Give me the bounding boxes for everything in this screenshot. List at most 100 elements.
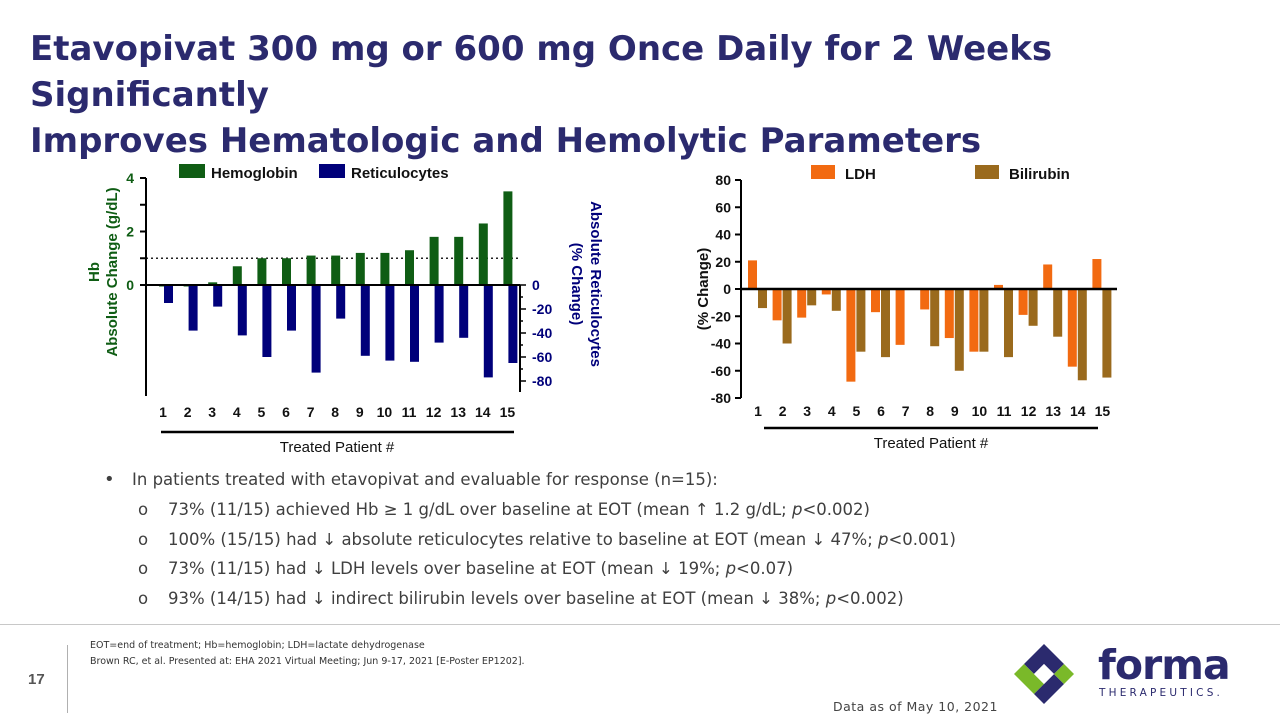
right-y-axis-tick-label: -80 — [711, 390, 731, 406]
ldh-bar — [895, 289, 905, 345]
hemoglobin-bar — [257, 258, 267, 285]
hemoglobin-bar — [429, 236, 439, 285]
slide-title: Etavopivat 300 mg or 600 mg Once Daily f… — [30, 26, 1260, 164]
retic-axis-tick-label: -40 — [532, 325, 552, 341]
right-x-tick-label: 6 — [877, 403, 885, 419]
reticulocytes-bar — [311, 285, 321, 373]
right-x-tick-label: 3 — [803, 403, 811, 419]
footnote-abbreviations: EOT=end of treatment; Hb=hemoglobin; LDH… — [90, 640, 425, 651]
slide-title-line2: Improves Hematologic and Hemolytic Param… — [30, 121, 982, 161]
left-x-tick-label: 13 — [450, 404, 466, 420]
bilirubin-bar — [930, 289, 940, 347]
right-y-axis-tick-label: 40 — [715, 227, 731, 243]
hemoglobin-bar — [331, 255, 341, 285]
ldh-bilirubin-chart: LDH Bilirubin 1 2 3 4 5 6 7 8 9 10 11 12 13 14 1580604… — [695, 165, 1117, 452]
retic-axis-tick-label: -20 — [532, 301, 552, 317]
ldh-bar — [772, 289, 782, 321]
bilirubin-bar — [1028, 289, 1038, 326]
left-x-tick-label: 14 — [475, 404, 491, 420]
right-y-axis-tick-label: 80 — [715, 172, 731, 188]
right-x-tick-label: 4 — [828, 403, 836, 419]
bilirubin-bar — [831, 289, 841, 311]
right-x-axis-label: Treated Patient # — [874, 435, 989, 452]
hemoglobin-bar — [454, 236, 464, 285]
bilirubin-bar — [979, 289, 989, 352]
bilirubin-bar — [1004, 289, 1013, 358]
retic-axis-tick-label: 0 — [532, 277, 540, 293]
reticulocytes-bar — [434, 285, 444, 343]
legend-bilirubin-swatch — [975, 165, 999, 179]
right-y-axis-tick-label: -60 — [711, 363, 731, 379]
right-y-axis-label: (% Change) — [695, 248, 712, 331]
left-x-tick-label: 5 — [258, 404, 266, 420]
reticulocytes-bar — [262, 285, 272, 357]
forma-logo-icon — [1014, 644, 1074, 704]
right-x-tick-label: 10 — [972, 403, 988, 419]
retic-axis-tick-label: -80 — [532, 373, 552, 389]
slide-title-line1: Etavopivat 300 mg or 600 mg Once Daily f… — [30, 29, 1053, 115]
reticulocytes-bar — [508, 285, 518, 363]
left-x-tick-label: 9 — [356, 404, 364, 420]
right-x-tick-label: 15 — [1095, 403, 1111, 419]
left-x-tick-label: 3 — [208, 404, 216, 420]
left-x-tick-label: 10 — [377, 404, 393, 420]
data-as-of: Data as of May 10, 2021 — [833, 699, 998, 714]
bilirubin-bar — [1102, 289, 1112, 378]
findings-intro: In patients treated with etavopivat and … — [104, 466, 1204, 496]
left-x-tick-label: 11 — [402, 404, 417, 420]
ldh-bar — [1018, 289, 1028, 315]
reticulocytes-bar — [410, 285, 419, 362]
hemoglobin-bar — [306, 255, 316, 285]
reticulocytes-bar — [483, 285, 493, 378]
right-x-tick-label: 8 — [926, 403, 934, 419]
left-x-axis-label: Treated Patient # — [280, 439, 395, 456]
right-x-tick-label: 2 — [779, 403, 787, 419]
bilirubin-bar — [782, 289, 792, 344]
left-x-tick-label: 12 — [426, 404, 442, 420]
footnote-citation: Brown RC, et al. Presented at: EHA 2021 … — [90, 656, 525, 667]
right-x-tick-label: 1 — [754, 403, 762, 419]
left-x-tick-label: 4 — [233, 404, 241, 420]
logo-wordmark: forma — [1098, 641, 1231, 689]
retic-axis-tick-label: -60 — [532, 349, 552, 365]
ldh-bar — [871, 289, 880, 313]
hb-axis-tick-label: 4 — [126, 170, 134, 186]
hb-reticulocyte-chart: Hemoglobin Reticulocytes 1 2 3 4 5 6 7 8 9 10 11 12… — [86, 164, 604, 456]
page-number: 17 — [28, 671, 45, 688]
logo-subtitle: THERAPEUTICS. — [1099, 687, 1224, 699]
hemoglobin-bar — [478, 223, 488, 285]
ldh-bar — [994, 284, 1003, 289]
finding-hb: o 73% (11/15) achieved Hb ≥ 1 g/dL over b… — [138, 500, 870, 519]
ldh-bar — [821, 289, 831, 295]
legend-reticulocytes-swatch — [319, 164, 345, 178]
right-x-tick-label: 11 — [997, 403, 1012, 419]
hemoglobin-bar — [232, 266, 242, 285]
hb-axis-tick-label: 0 — [126, 277, 134, 293]
right-y-axis-tick-label: 0 — [723, 281, 731, 297]
ldh-bar — [1067, 289, 1077, 367]
hb-axis-tick-label: 2 — [126, 224, 134, 240]
finding-bilirubin: o 93% (14/15) had ↓ indirect bilirubin le… — [138, 588, 904, 608]
bilirubin-bar — [881, 289, 890, 358]
reticulocytes-bar — [459, 285, 469, 338]
ldh-bar — [969, 289, 979, 352]
hb-axis-label-line2: Absolute Change (g/dL) — [104, 187, 121, 356]
legend-ldh-label: LDH — [845, 166, 876, 183]
legend-ldh-swatch — [811, 165, 835, 179]
hemoglobin-bar — [380, 252, 390, 285]
reticulocytes-bar — [360, 285, 370, 356]
legend-hemoglobin-swatch — [179, 164, 205, 178]
hemoglobin-bar — [503, 191, 513, 285]
reticulocytes-bar — [385, 285, 395, 361]
right-y-axis-tick-label: -20 — [711, 308, 731, 324]
right-x-tick-label: 12 — [1021, 403, 1037, 419]
right-y-axis-tick-label: -40 — [711, 336, 731, 352]
reticulocytes-bar — [164, 285, 173, 303]
ldh-bar — [944, 289, 954, 339]
bilirubin-bar — [758, 289, 767, 309]
finding-ldh: o 73% (11/15) had ↓ LDH levels over basel… — [138, 559, 794, 578]
hemoglobin-bar — [208, 282, 218, 285]
legend-hemoglobin-label: Hemoglobin — [211, 165, 298, 182]
reticulocytes-bar — [213, 285, 223, 307]
left-x-tick-label: 6 — [282, 404, 290, 420]
